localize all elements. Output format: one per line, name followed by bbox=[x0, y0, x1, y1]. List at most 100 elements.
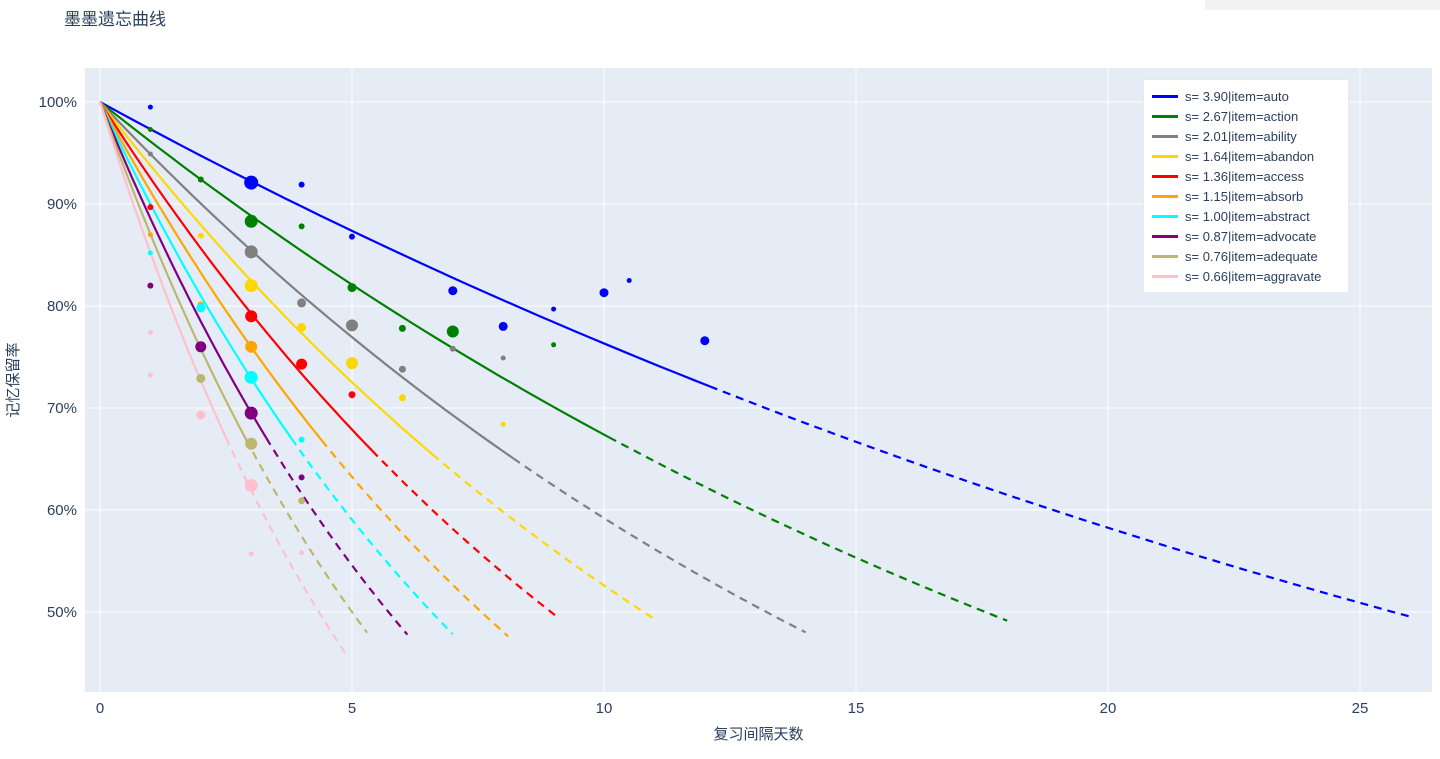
data-point-action[interactable] bbox=[398, 324, 406, 332]
data-point-abandon[interactable] bbox=[297, 322, 307, 332]
data-point-action[interactable] bbox=[244, 214, 258, 228]
data-point-abandon[interactable] bbox=[244, 279, 258, 293]
data-point-auto[interactable] bbox=[349, 233, 355, 240]
curve-forecast-ability bbox=[512, 457, 807, 634]
x-tick-label: 15 bbox=[848, 700, 865, 717]
data-point-ability[interactable] bbox=[398, 365, 406, 373]
legend-line-swatch bbox=[1152, 274, 1178, 278]
data-point-auto[interactable] bbox=[498, 321, 508, 331]
y-tick-label: 60% bbox=[47, 502, 77, 519]
legend-label: s= 1.36|item=access bbox=[1185, 168, 1304, 184]
data-point-aggravate[interactable] bbox=[248, 551, 254, 557]
data-point-aggravate[interactable] bbox=[299, 550, 305, 556]
legend-item-absorb[interactable]: s= 1.15|item=absorb bbox=[1152, 186, 1340, 206]
data-point-adequate[interactable] bbox=[245, 437, 258, 450]
data-point-advocate[interactable] bbox=[244, 406, 258, 420]
legend-line-swatch bbox=[1152, 94, 1178, 98]
legend-line-swatch bbox=[1152, 114, 1178, 118]
data-point-action[interactable] bbox=[298, 223, 305, 230]
data-point-ability[interactable] bbox=[449, 345, 456, 352]
data-point-abandon[interactable] bbox=[398, 394, 406, 402]
legend-item-action[interactable]: s= 2.67|item=action bbox=[1152, 106, 1340, 126]
data-point-abstract[interactable] bbox=[244, 370, 258, 384]
curve-forecast-access bbox=[371, 449, 560, 619]
legend-item-access[interactable]: s= 1.36|item=access bbox=[1152, 166, 1340, 186]
curve-forecast-advocate bbox=[265, 437, 409, 636]
x-axis-title: 复习间隔天数 bbox=[713, 726, 804, 743]
data-point-ability[interactable] bbox=[346, 319, 358, 332]
data-point-aggravate[interactable] bbox=[196, 410, 206, 420]
data-point-ability[interactable] bbox=[500, 355, 506, 361]
data-point-aggravate[interactable] bbox=[147, 372, 153, 378]
legend-label: s= 2.01|item=ability bbox=[1185, 128, 1297, 144]
legend-item-abandon[interactable]: s= 1.64|item=abandon bbox=[1152, 146, 1340, 166]
x-tick-label: 25 bbox=[1352, 700, 1369, 717]
x-tick-label: 10 bbox=[596, 700, 613, 717]
legend-label: s= 1.00|item=abstract bbox=[1185, 208, 1310, 224]
curve-solid-abstract bbox=[99, 101, 293, 440]
data-point-access[interactable] bbox=[147, 204, 154, 211]
data-point-auto[interactable] bbox=[700, 336, 710, 346]
data-point-aggravate[interactable] bbox=[147, 330, 153, 335]
data-point-advocate[interactable] bbox=[147, 282, 154, 289]
data-point-aggravate[interactable] bbox=[244, 479, 258, 492]
legend-item-aggravate[interactable]: s= 0.66|item=aggravate bbox=[1152, 266, 1340, 286]
data-point-adequate[interactable] bbox=[196, 373, 206, 383]
legend-item-adequate[interactable]: s= 0.76|item=adequate bbox=[1152, 246, 1340, 266]
data-point-abstract[interactable] bbox=[196, 303, 206, 313]
data-point-abandon[interactable] bbox=[346, 357, 358, 370]
legend-label: s= 2.67|item=action bbox=[1185, 108, 1299, 124]
legend-item-auto[interactable]: s= 3.90|item=auto bbox=[1152, 86, 1340, 106]
data-point-abstract[interactable] bbox=[298, 436, 305, 443]
legend-line-swatch bbox=[1152, 254, 1178, 258]
data-point-auto[interactable] bbox=[147, 104, 153, 110]
curve-solid-advocate bbox=[98, 101, 268, 439]
data-point-action[interactable] bbox=[446, 325, 459, 338]
data-point-ability[interactable] bbox=[147, 151, 153, 157]
legend-line-swatch bbox=[1152, 174, 1178, 178]
data-point-access[interactable] bbox=[296, 358, 308, 370]
data-point-auto[interactable] bbox=[599, 288, 609, 298]
y-tick-label: 50% bbox=[47, 604, 77, 621]
curve-forecast-absorb bbox=[320, 439, 509, 638]
data-point-action[interactable] bbox=[147, 127, 153, 132]
data-point-auto[interactable] bbox=[626, 278, 632, 283]
data-point-abandon[interactable] bbox=[197, 232, 204, 239]
data-point-action[interactable] bbox=[197, 176, 204, 183]
legend-line-swatch bbox=[1152, 134, 1178, 138]
legend-line-swatch bbox=[1152, 214, 1178, 218]
data-point-ability[interactable] bbox=[297, 298, 307, 308]
curve-solid-auto bbox=[99, 101, 711, 388]
curve-solid-adequate bbox=[98, 101, 248, 441]
data-point-abstract[interactable] bbox=[147, 250, 153, 256]
data-point-abandon[interactable] bbox=[500, 421, 506, 427]
legend-label: s= 0.87|item=advocate bbox=[1185, 228, 1317, 244]
data-point-advocate[interactable] bbox=[195, 341, 207, 353]
legend-line-swatch bbox=[1152, 194, 1178, 198]
data-point-absorb[interactable] bbox=[245, 340, 258, 353]
legend-item-abstract[interactable]: s= 1.00|item=abstract bbox=[1152, 206, 1340, 226]
data-point-adequate[interactable] bbox=[298, 497, 306, 505]
data-point-access[interactable] bbox=[348, 391, 356, 399]
data-point-auto[interactable] bbox=[298, 181, 305, 188]
data-point-action[interactable] bbox=[551, 342, 557, 348]
data-point-auto[interactable] bbox=[244, 175, 259, 190]
curve-forecast-abandon bbox=[431, 453, 655, 620]
data-point-ability[interactable] bbox=[244, 245, 258, 259]
legend-item-advocate[interactable]: s= 0.87|item=advocate bbox=[1152, 226, 1340, 246]
y-tick-label: 100% bbox=[39, 94, 77, 111]
data-point-auto[interactable] bbox=[448, 286, 458, 296]
curve-solid-aggravate bbox=[98, 101, 228, 439]
legend-item-ability[interactable]: s= 2.01|item=ability bbox=[1152, 126, 1340, 146]
data-point-access[interactable] bbox=[245, 310, 258, 323]
y-tick-label: 80% bbox=[47, 298, 77, 315]
legend[interactable]: s= 3.90|item=auto s= 2.67|item=action s= 2… bbox=[1143, 79, 1349, 293]
curve-solid-abandon bbox=[99, 101, 434, 456]
data-point-auto[interactable] bbox=[551, 306, 557, 312]
x-tick-label: 0 bbox=[96, 700, 104, 717]
data-point-advocate[interactable] bbox=[298, 474, 305, 481]
legend-line-swatch bbox=[1152, 154, 1178, 158]
data-point-action[interactable] bbox=[347, 283, 357, 293]
data-point-absorb[interactable] bbox=[147, 232, 153, 238]
